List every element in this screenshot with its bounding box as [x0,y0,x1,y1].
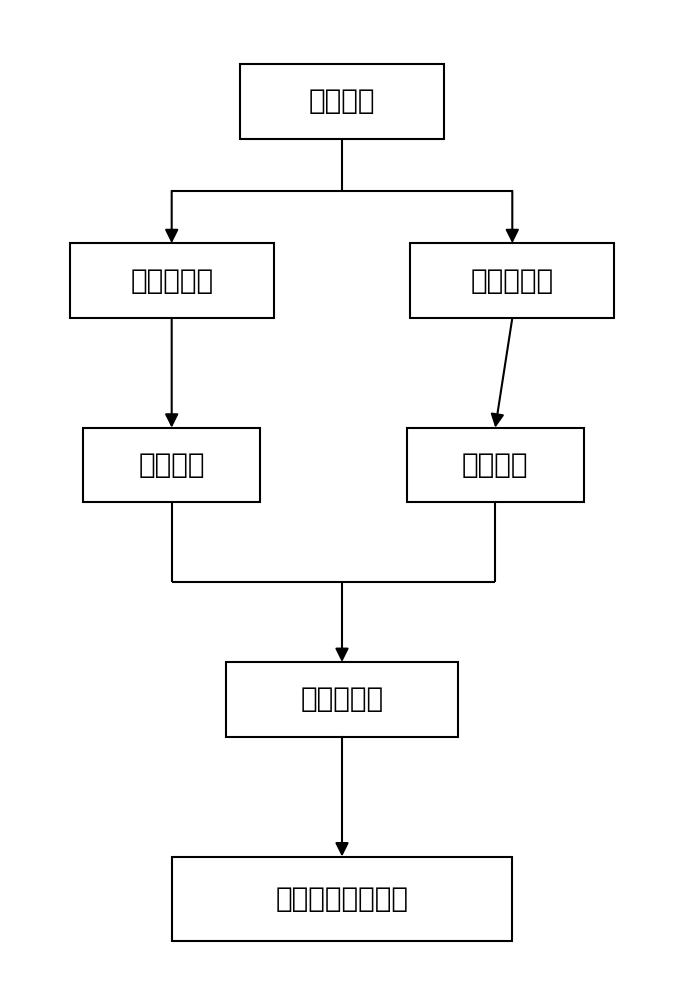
Bar [407,428,584,502]
Text: 集合线网络: 集合线网络 [471,267,554,295]
Bar [172,857,512,941]
Text: 导纳矩阵: 导纳矩阵 [462,451,529,479]
Text: 电流源激励: 电流源激励 [300,685,384,713]
Bar [410,243,614,318]
Text: 天线阵网络: 天线阵网络 [130,267,213,295]
Text: 阻抗矩阵: 阻抗矩阵 [138,451,205,479]
Bar [226,662,458,737]
Bar [240,64,444,139]
Text: 网络理论: 网络理论 [308,87,376,115]
Bar [83,428,260,502]
Text: 振子单元电流分布: 振子单元电流分布 [276,885,408,913]
Bar [70,243,274,318]
